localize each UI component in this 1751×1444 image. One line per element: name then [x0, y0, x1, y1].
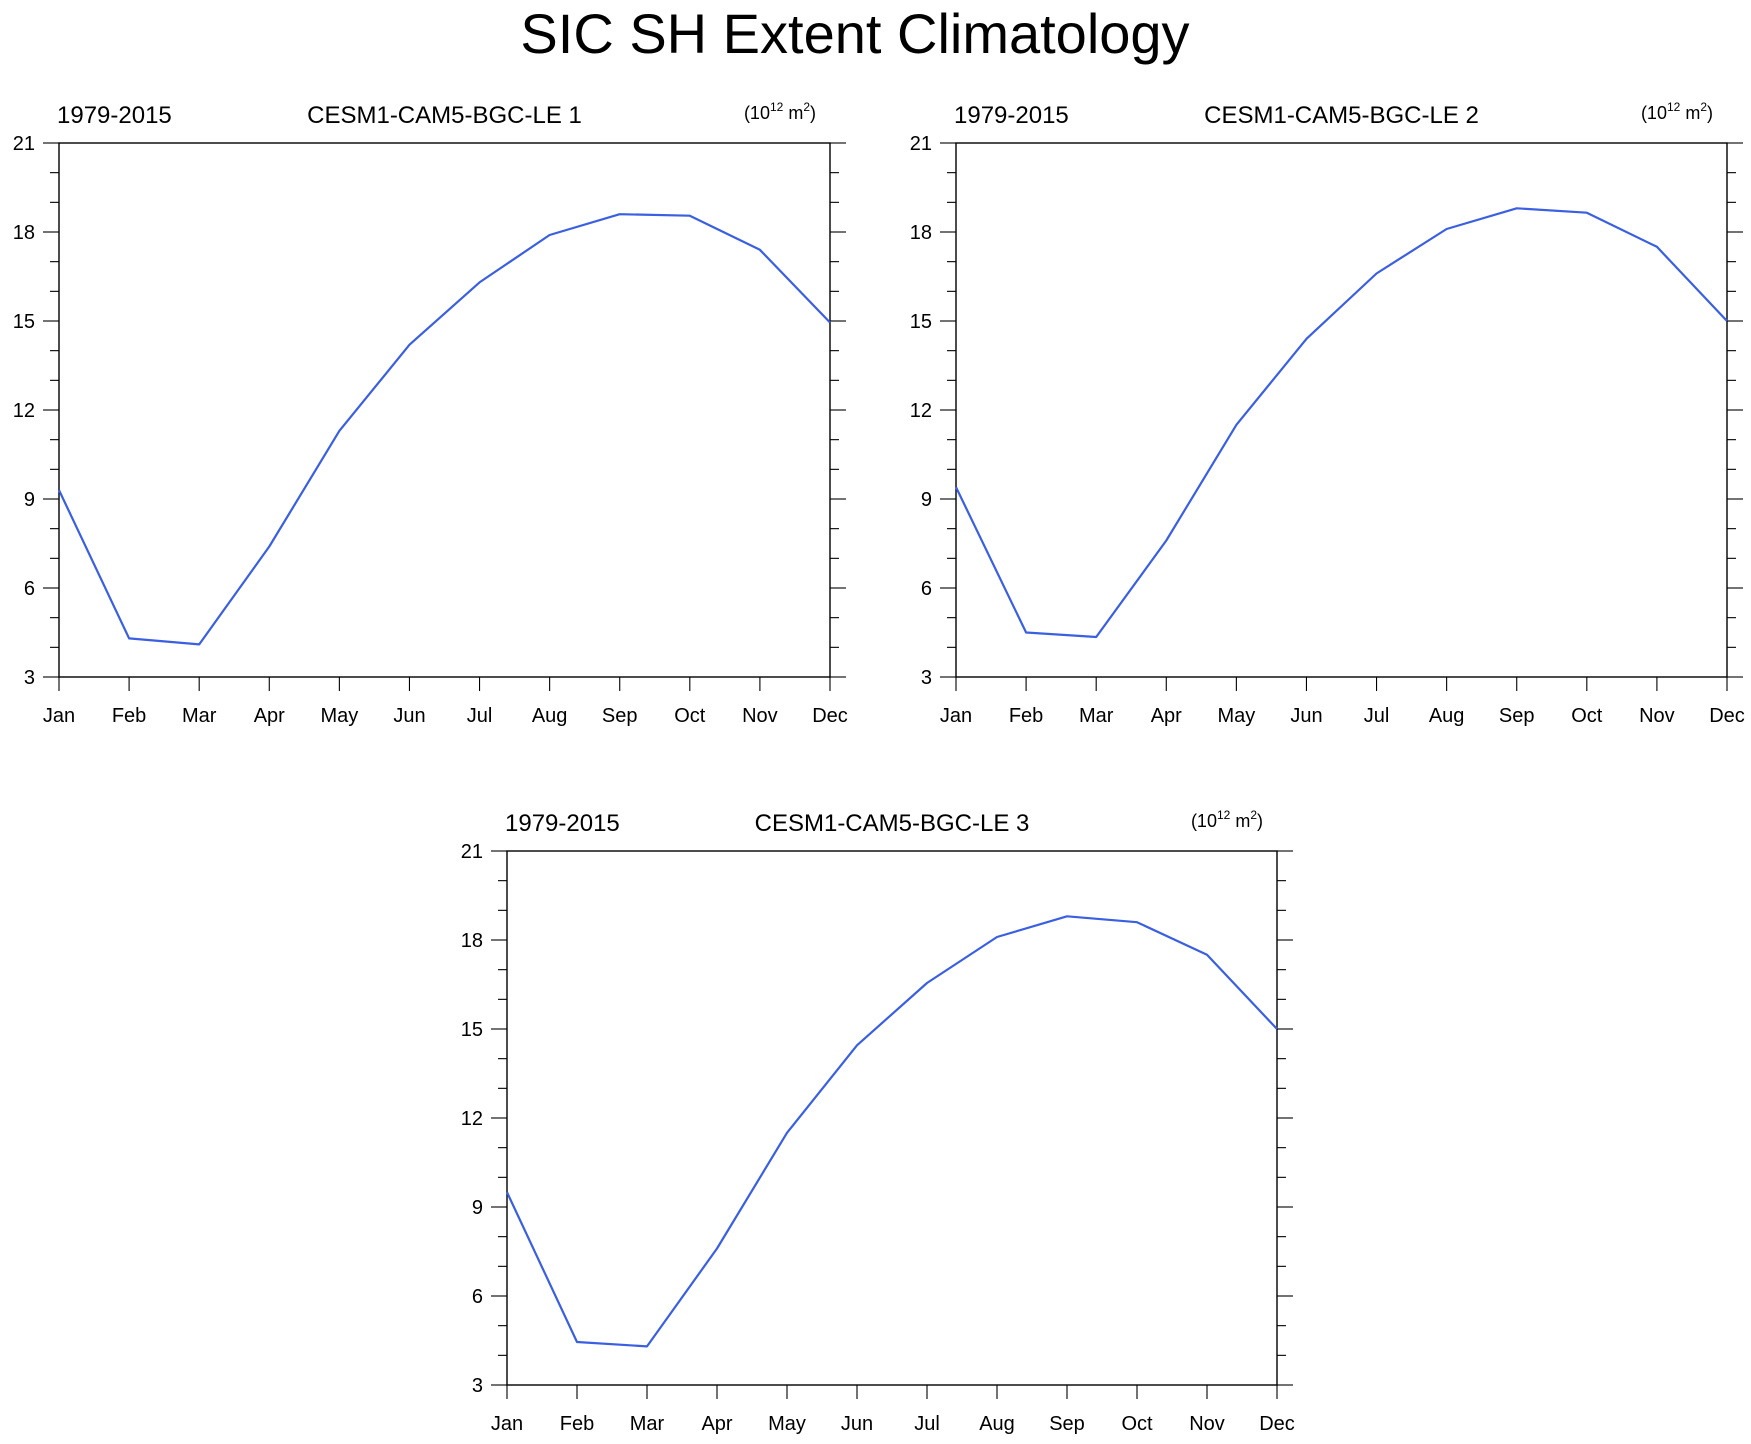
x-tick-label: Jun	[841, 1413, 873, 1435]
y-tick-label: 21	[910, 133, 932, 155]
x-tick-label: Mar	[1079, 705, 1114, 727]
x-tick-label: Apr	[701, 1413, 732, 1435]
panel-title: CESM1-CAM5-BGC-LE 2	[1204, 102, 1479, 129]
y-tick-label: 6	[24, 578, 35, 600]
x-tick-label: Jan	[940, 705, 972, 727]
units-label: (1012 m2)	[1641, 100, 1713, 123]
x-tick-label: Sep	[1049, 1413, 1085, 1435]
x-tick-label: Feb	[112, 705, 146, 727]
x-tick-label: Oct	[1571, 705, 1603, 727]
x-tick-label: Jul	[1364, 705, 1390, 727]
series-line	[955, 207, 1728, 639]
x-tick-label: Oct	[674, 705, 706, 727]
x-tick-label: Jun	[1290, 705, 1322, 727]
y-tick-label: 21	[461, 841, 483, 863]
series-line	[506, 915, 1278, 1348]
x-tick-label: Apr	[254, 705, 285, 727]
y-tick-label: 6	[921, 578, 932, 600]
y-tick-label: 15	[13, 311, 35, 333]
x-tick-label: Jan	[43, 705, 75, 727]
period-label: 1979-2015	[505, 810, 620, 837]
chart-panel-2: 3 6 9 12 15 18 21 Jan Feb Mar Apr May Jun Jul Aug Sep Oc…	[910, 100, 1745, 727]
y-tick-label: 6	[472, 1286, 483, 1308]
x-tick-label: Apr	[1151, 705, 1182, 727]
x-tick-label: Sep	[1499, 705, 1535, 727]
panel-title: CESM1-CAM5-BGC-LE 1	[307, 102, 582, 129]
y-tick-label: 9	[24, 489, 35, 511]
units-label: (1012 m2)	[744, 100, 816, 123]
period-label: 1979-2015	[954, 102, 1069, 129]
y-tick-label: 18	[461, 930, 483, 952]
x-tick-label: May	[1217, 705, 1255, 727]
series-line	[58, 213, 831, 646]
x-tick-label: Oct	[1121, 1413, 1153, 1435]
x-tick-label: Dec	[1259, 1413, 1295, 1435]
x-tick-label: Nov	[742, 705, 778, 727]
x-tick-label: Mar	[182, 705, 217, 727]
y-tick-label: 15	[910, 311, 932, 333]
x-tick-label: Aug	[532, 705, 568, 727]
y-tick-label: 3	[921, 667, 932, 689]
y-tick-label: 3	[472, 1375, 483, 1397]
y-tick-label: 3	[24, 667, 35, 689]
x-tick-label: Mar	[630, 1413, 665, 1435]
figure-title: SIC SH Extent Climatology	[520, 2, 1190, 65]
x-tick-label: Aug	[1429, 705, 1465, 727]
x-tick-label: Dec	[1709, 705, 1745, 727]
x-tick-label: Jul	[467, 705, 493, 727]
panel-title: CESM1-CAM5-BGC-LE 3	[755, 810, 1030, 837]
units-label: (1012 m2)	[1191, 808, 1263, 831]
x-tick-label: Dec	[812, 705, 848, 727]
chart-panel-1: 3 6 9 12 15 18 21 Jan Feb Mar Apr May Jun Jul Aug Sep Oc…	[13, 100, 848, 727]
y-tick-label: 12	[910, 400, 932, 422]
x-tick-label: Nov	[1639, 705, 1675, 727]
y-tick-label: 18	[910, 222, 932, 244]
x-tick-label: Feb	[1009, 705, 1043, 727]
y-tick-label: 15	[461, 1019, 483, 1041]
plot-frame	[506, 850, 1278, 1386]
y-tick-label: 9	[472, 1197, 483, 1219]
plot-frame	[955, 142, 1728, 678]
x-tick-label: Jan	[491, 1413, 523, 1435]
plot-frame	[58, 142, 831, 678]
chart-panel-3: 3 6 9 12 15 18 21 Jan Feb Mar Apr May Jun Jul Aug Sep Oc…	[461, 808, 1295, 1435]
x-tick-label: Aug	[979, 1413, 1015, 1435]
y-tick-label: 21	[13, 133, 35, 155]
x-tick-label: Nov	[1189, 1413, 1225, 1435]
x-tick-label: Sep	[602, 705, 638, 727]
x-tick-label: Jul	[914, 1413, 940, 1435]
y-tick-label: 12	[461, 1108, 483, 1130]
y-tick-label: 12	[13, 400, 35, 422]
period-label: 1979-2015	[57, 102, 172, 129]
x-tick-label: May	[768, 1413, 806, 1435]
x-tick-label: Feb	[560, 1413, 594, 1435]
x-tick-label: May	[320, 705, 358, 727]
y-tick-label: 18	[13, 222, 35, 244]
x-tick-label: Jun	[393, 705, 425, 727]
y-tick-label: 9	[921, 489, 932, 511]
